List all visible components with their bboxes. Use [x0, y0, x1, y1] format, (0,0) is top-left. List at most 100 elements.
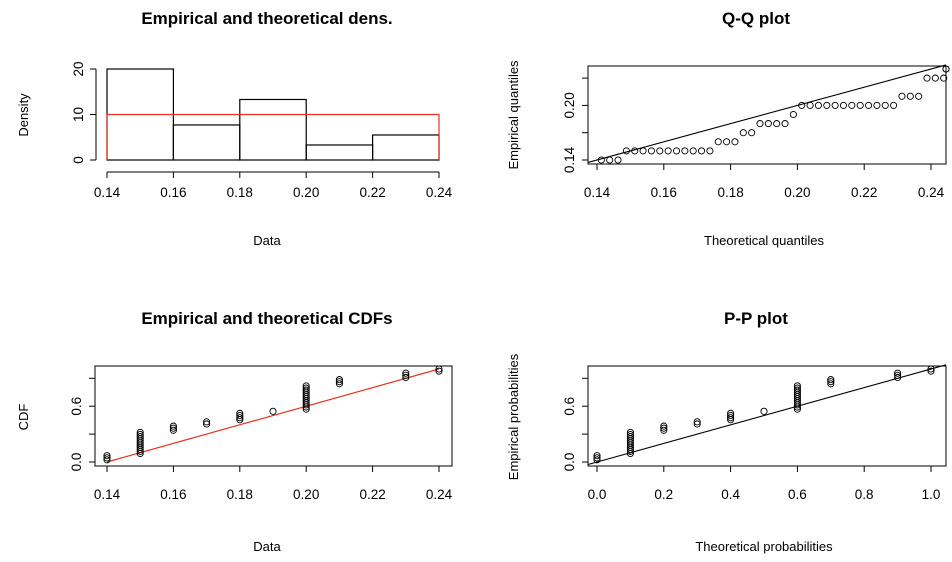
x-tick-label: 0.0	[588, 487, 607, 502]
data-point	[927, 365, 935, 373]
data-point	[681, 147, 689, 155]
data-point	[748, 129, 756, 137]
data-point	[693, 420, 701, 428]
data-point	[727, 414, 735, 422]
data-point	[827, 380, 835, 388]
x-tick-label: 0.14	[584, 185, 611, 200]
x-tick-label: 0.8	[855, 487, 874, 502]
panel-pp-y-axis: 0.0 0.6	[562, 377, 588, 472]
data-point	[402, 373, 410, 382]
data-point	[827, 376, 835, 384]
data-point	[793, 382, 801, 390]
data-point	[103, 456, 111, 464]
data-point	[890, 101, 898, 109]
data-point	[697, 147, 706, 155]
data-point	[660, 422, 668, 430]
data-point	[203, 420, 211, 428]
data-point	[942, 65, 950, 73]
x-tick-label: 0.20	[293, 185, 319, 200]
x-tick-label: 0.22	[359, 185, 385, 200]
data-point	[894, 373, 902, 382]
data-point	[827, 378, 835, 386]
x-tick-label: 0.24	[426, 487, 453, 502]
data-point	[714, 138, 722, 146]
data-point	[814, 101, 822, 109]
data-point	[881, 101, 889, 109]
reference-line	[587, 64, 947, 163]
panel-density-ylabel: Density	[16, 93, 31, 137]
x-tick-label: 0.20	[784, 185, 810, 200]
data-point	[626, 433, 634, 441]
data-point	[798, 101, 806, 109]
panel-pp-title: P-P plot	[724, 309, 788, 328]
panel-cdf-title: Empirical and theoretical CDFs	[141, 309, 392, 328]
data-point	[597, 156, 605, 164]
data-point	[435, 365, 443, 373]
data-point	[793, 384, 801, 392]
plot-box	[94, 365, 453, 467]
panel-cdf: Empirical and theoretical CDFs Data CDF …	[16, 309, 453, 554]
x-tick-label: 0.4	[721, 487, 740, 502]
data-point	[931, 74, 939, 82]
panel-qq-x-axis: 0.14 0.16 0.18 0.20 0.22 0.24	[584, 164, 945, 200]
data-point	[831, 101, 839, 109]
data-point	[760, 407, 768, 415]
histogram-bar	[172, 124, 241, 161]
data-point	[664, 147, 672, 155]
data-point	[647, 147, 655, 155]
data-point	[136, 428, 144, 436]
panel-density-xlabel: Data	[253, 233, 281, 248]
x-tick-label: 1.0	[922, 487, 941, 502]
data-point	[622, 147, 630, 155]
data-point	[940, 74, 948, 82]
y-tick-label: 0.0	[562, 453, 577, 472]
data-point	[606, 156, 614, 164]
data-point	[335, 376, 343, 384]
x-tick-label: 0.18	[227, 185, 253, 200]
data-point	[236, 411, 244, 420]
x-tick-label: 0.22	[851, 185, 877, 200]
x-tick-label: 0.24	[426, 185, 453, 200]
y-tick-label: 10	[71, 107, 86, 122]
data-point	[789, 110, 797, 119]
panel-cdf-x-axis: 0.14 0.16 0.18 0.20 0.22 0.24	[94, 466, 453, 502]
data-point	[823, 101, 831, 109]
data-point	[435, 367, 443, 375]
panel-pp: P-P plot Theoretical probabilities Empir…	[506, 309, 947, 554]
data-point	[723, 138, 731, 146]
data-point	[593, 456, 601, 464]
x-tick-label: 0.18	[227, 487, 253, 502]
data-point	[660, 424, 668, 432]
panel-pp-xlabel: Theoretical probabilities	[695, 539, 833, 554]
histogram-bars	[106, 68, 440, 161]
panel-density-title: Empirical and theoretical dens.	[141, 9, 392, 28]
data-point	[894, 371, 902, 379]
panel-cdf-ylabel: CDF	[16, 404, 31, 431]
y-tick-label: 0	[71, 156, 86, 164]
data-point	[693, 418, 701, 426]
cdf-points	[103, 365, 443, 464]
data-point	[923, 74, 931, 82]
panel-qq: Q-Q plot Theoretical quantiles Empirical…	[506, 9, 950, 248]
data-point	[731, 138, 739, 146]
data-point	[103, 454, 111, 462]
data-point	[169, 426, 177, 434]
panel-pp-ylabel: Empirical probabilities	[506, 353, 521, 480]
data-point	[335, 380, 343, 388]
data-point	[806, 101, 814, 109]
data-point	[689, 147, 697, 155]
panel-density: Empirical and theoretical dens. Data Den…	[16, 9, 453, 248]
x-tick-label: 0.16	[160, 487, 186, 502]
x-tick-label: 0.6	[788, 487, 807, 502]
data-point	[706, 147, 714, 155]
y-tick-label: 0.14	[562, 146, 577, 173]
data-point	[773, 120, 781, 128]
data-point	[839, 101, 848, 109]
data-point	[864, 101, 873, 109]
theoretical-cdf-line	[106, 368, 440, 463]
histogram-bar	[305, 144, 374, 161]
data-point	[756, 120, 764, 128]
y-tick-label: 0.6	[562, 397, 577, 416]
data-point	[626, 428, 634, 436]
x-tick-label: 0.14	[94, 185, 121, 200]
